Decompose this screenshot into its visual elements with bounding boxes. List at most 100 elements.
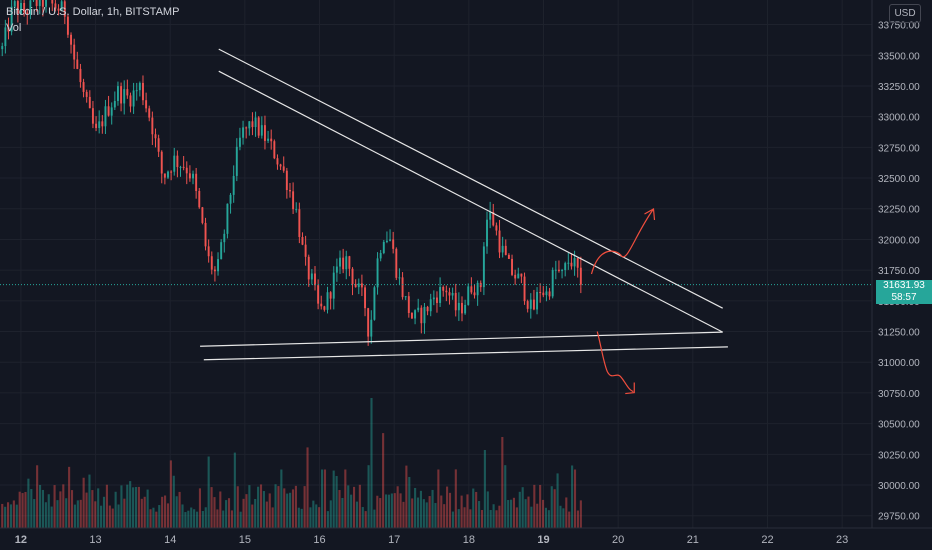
candle-body — [110, 107, 113, 116]
candle-body — [182, 166, 185, 168]
volume-bar — [446, 486, 449, 528]
candle-body — [401, 277, 404, 298]
volume-indicator-label[interactable]: Vol — [6, 22, 22, 34]
price-tick-label: 33000.00 — [878, 113, 920, 124]
price-tick-label: 33250.00 — [878, 82, 920, 93]
volume-bar — [47, 494, 50, 528]
volume-bar — [492, 504, 495, 528]
currency-button[interactable]: USD — [889, 4, 921, 23]
volume-bar — [1, 503, 4, 528]
time-axis[interactable]: 12 13 14 15 16 17 18 19 20 21 22 23 — [15, 534, 848, 546]
candle-body — [561, 270, 564, 272]
volume-bar — [117, 504, 120, 528]
candle-body — [279, 164, 282, 167]
candle-body — [151, 117, 154, 135]
candle-body — [88, 96, 91, 109]
candle-body — [289, 190, 291, 192]
volume-bar — [158, 505, 161, 528]
candle-body — [492, 212, 495, 226]
price-tick-label: 32250.00 — [878, 205, 920, 216]
volume-bar — [274, 484, 277, 528]
candle-body — [548, 291, 551, 297]
candle-body — [45, 0, 47, 7]
candle-body — [301, 237, 304, 245]
volume-bar — [283, 488, 286, 528]
time-axis-background[interactable] — [0, 528, 932, 550]
vertical-grid — [20, 0, 843, 528]
candle-body — [576, 258, 579, 268]
candle-body — [101, 121, 104, 127]
volume-bar — [265, 501, 268, 528]
breakout-up-arrow — [590, 208, 654, 275]
volume-bar — [268, 493, 271, 528]
candle-body — [76, 59, 79, 69]
volume-bar — [36, 465, 39, 528]
volume-bar — [483, 450, 486, 528]
volume-bar — [341, 497, 344, 528]
volume-bar — [530, 506, 533, 528]
volume-bar — [344, 469, 347, 528]
candle-body — [323, 306, 326, 310]
candle-body — [54, 3, 57, 9]
candle-body — [210, 256, 213, 270]
volume-bar — [547, 510, 550, 528]
volume-bar — [204, 507, 207, 528]
volume-bar — [515, 507, 518, 528]
volume-bar — [379, 498, 382, 528]
annotations[interactable] — [200, 48, 728, 395]
candle-body — [57, 8, 60, 11]
volume-bar — [318, 507, 321, 528]
candle-body — [176, 155, 179, 168]
volume-bar — [399, 493, 402, 528]
price-tick-label: 31250.00 — [878, 328, 920, 339]
volume-bar — [396, 486, 399, 528]
candle-body — [179, 166, 182, 168]
volume-bar — [230, 510, 233, 528]
price-tick-label: 32500.00 — [878, 174, 920, 185]
candle-body — [35, 0, 38, 6]
price-axis-background[interactable] — [872, 0, 932, 528]
volume-bar — [201, 511, 204, 528]
candle-body — [223, 233, 226, 243]
volume-bar — [408, 476, 411, 528]
candle-body — [407, 296, 410, 313]
price-tick-label: 30250.00 — [878, 450, 920, 461]
symbol-title[interactable]: Bitcoin / U.S. Dollar, 1h, BITSTAMP — [6, 6, 180, 18]
volume-bar — [207, 456, 210, 528]
volume-bar — [100, 505, 103, 528]
volume-bar — [291, 489, 295, 528]
candle-body — [420, 307, 423, 324]
candle-body — [504, 245, 507, 255]
candle-body — [207, 246, 210, 257]
volume-bar — [309, 507, 312, 528]
candle-body — [539, 292, 542, 294]
time-tick-label: 17 — [388, 534, 400, 546]
candle-body — [470, 286, 473, 293]
volume-bar — [126, 484, 129, 528]
volume-bar — [88, 474, 91, 528]
volume-bar — [280, 469, 283, 528]
candle-body — [439, 286, 442, 303]
candle-body — [423, 306, 426, 324]
volume-bar — [315, 504, 318, 528]
volume-bar — [512, 497, 516, 528]
volume-bar — [358, 484, 361, 528]
candle-body — [63, 1, 66, 17]
candle-body — [235, 146, 238, 176]
price-axis[interactable]: 29750.00 30000.00 30250.00 30500.00 30750.00… — [878, 21, 920, 523]
volume-bar — [155, 511, 158, 528]
volume-bar — [193, 509, 196, 528]
candle-body — [163, 173, 166, 178]
volume-bar — [79, 499, 82, 528]
candle-body — [536, 292, 539, 310]
volume-bar — [472, 488, 475, 528]
volume-bar — [335, 476, 338, 528]
volume-bar — [164, 495, 167, 528]
volume-bar — [419, 490, 422, 528]
volume-bar — [277, 486, 280, 528]
volume-bar — [416, 497, 420, 528]
volume-bar — [30, 489, 33, 528]
candle-body — [135, 90, 138, 92]
